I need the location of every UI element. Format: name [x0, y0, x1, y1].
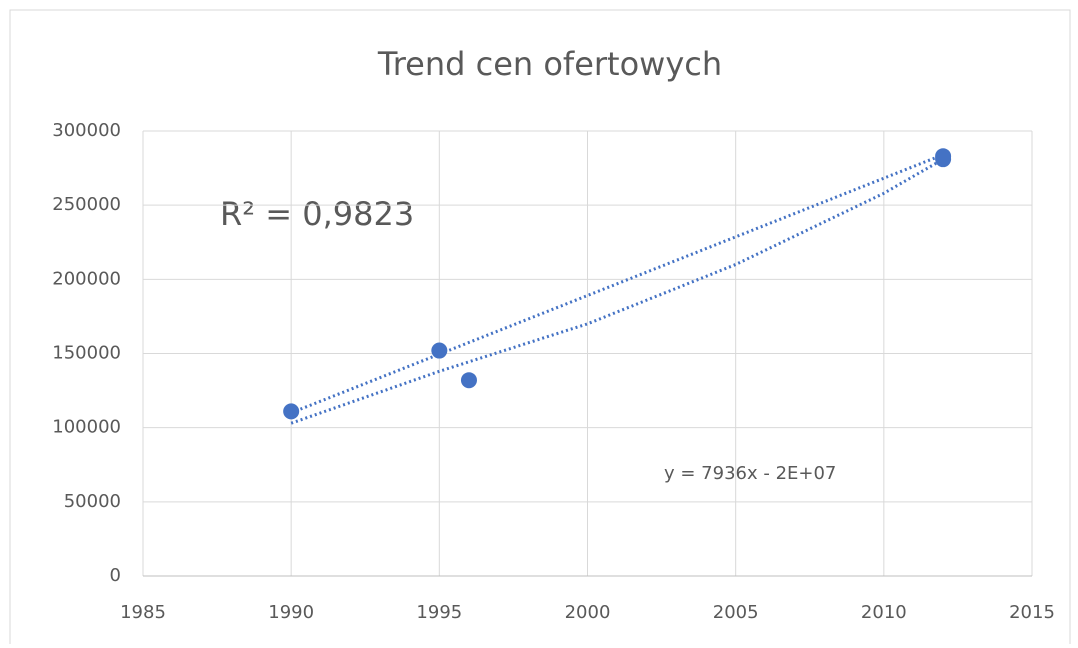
y-tick-label: 200000: [52, 268, 121, 289]
y-tick-label: 300000: [52, 120, 121, 141]
y-tick-label: 100000: [52, 417, 121, 438]
data-point: [460, 372, 477, 389]
x-tick-label: 1990: [268, 602, 314, 623]
trendline: [290, 153, 944, 415]
x-tick-label: 2015: [1009, 602, 1055, 623]
x-tick-label: 1985: [120, 602, 166, 623]
chart-title: Trend cen ofertowych: [377, 45, 722, 83]
y-tick-label: 0: [110, 565, 121, 586]
x-tick-label: 2005: [713, 602, 759, 623]
chart-frame: [9, 9, 1071, 648]
x-tick-label: 2000: [565, 602, 611, 623]
y-tick-label: 150000: [52, 343, 121, 364]
y-tick-label: 50000: [64, 491, 121, 512]
trend-equation: y = 7936x - 2E+07: [664, 463, 836, 484]
x-tick-label: 1995: [416, 602, 462, 623]
r-squared: R² = 0,9823: [220, 195, 414, 233]
trendline: [290, 157, 944, 425]
x-tick-label: 2010: [861, 602, 907, 623]
y-tick-label: 250000: [52, 194, 121, 215]
